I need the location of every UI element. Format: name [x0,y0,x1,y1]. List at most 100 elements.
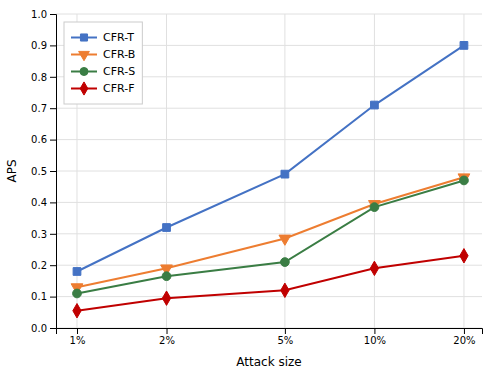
y-tick-mark [50,77,56,78]
y-tick-label: 0.5 [31,166,47,177]
grid-line [56,202,482,203]
point [460,42,468,50]
point [369,201,381,211]
series [71,174,470,294]
x-tick: 5% [277,328,293,346]
legend-label: CFR-T [103,31,134,44]
y-tick-mark [50,140,56,141]
y-tick-mark [50,265,56,266]
point [281,258,290,267]
point [371,101,379,109]
point [460,249,468,263]
legend-entry: CFR-T [71,31,134,44]
y-tick-label: 0.6 [31,134,47,145]
legend-symbol [80,82,88,95]
point [73,289,82,298]
axis-line [57,329,483,335]
grid-line [56,14,482,15]
y-tick: 0.9 [31,40,56,51]
grid-line [374,14,375,328]
y-tick: 1.0 [31,9,56,20]
y-tick-mark [50,328,56,329]
y-tick-label: 0.8 [31,72,47,83]
legend-label: CFR-F [103,82,135,95]
x-tick: 20% [453,328,475,346]
grid-line [56,233,482,234]
series-line [77,177,464,287]
point [163,224,171,232]
grid-line [56,296,482,297]
point [162,272,171,281]
legend-box [64,22,142,104]
point [73,268,81,276]
y-tick-mark [50,45,56,46]
x-axis-title: Attack size [236,355,301,369]
point [281,283,289,297]
series-line [77,256,464,311]
x-tick: 1% [70,328,86,346]
y-tick: 0.2 [31,260,56,271]
x-tick: 2% [159,328,175,346]
point [370,203,379,212]
grid-line [56,108,482,109]
y-tick: 0.1 [31,291,56,302]
plot: 1%2%5%10%20%0.00.10.20.30.40.50.60.70.80… [5,9,483,369]
y-tick-mark [50,234,56,235]
y-tick-mark [50,202,56,203]
legend: CFR-T CFR-B CFR-S CFR-F [64,22,142,104]
grid [56,14,482,328]
legend-symbol [80,34,87,41]
point [162,291,170,305]
y-tick-label: 0.0 [31,323,47,334]
y-tick-mark [50,108,56,109]
series-line [77,180,464,293]
x-tick-label: 1% [70,335,86,346]
point [460,176,469,185]
x-tick-label: 5% [277,335,293,346]
y-tick: 0.4 [31,197,56,208]
series [73,249,468,318]
x-tick-label: 2% [159,335,175,346]
x-tick-mark [374,328,375,334]
y-axis: 0.0 0.1 0.2 0.3 0.4 0.5 0.6 0.7 0.8 0.9 1.0 [31,9,56,334]
series [73,42,468,276]
x-axis: 1% 2% 5% 10% 20% [57,328,483,346]
legend-label: CFR-B [103,48,135,61]
point [370,261,378,275]
series [73,176,469,298]
y-tick: 0.8 [31,72,56,83]
legend-entry: CFR-B [71,48,135,61]
x-tick-mark [77,328,78,334]
grid-line [56,171,482,172]
y-tick-label: 0.4 [31,197,47,208]
y-tick-mark [50,171,56,172]
x-tick-mark [167,328,168,334]
y-tick: 0.0 [31,323,56,334]
y-tick-label: 0.9 [31,40,47,51]
x-tick: 10% [364,328,386,346]
y-tick-label: 0.2 [31,260,47,271]
x-tick-mark [464,328,465,334]
axis-line [50,15,57,329]
y-tick-label: 0.1 [31,291,47,302]
y-tick: 0.7 [31,103,56,114]
y-tick: 0.3 [31,229,56,240]
grid-line [463,14,464,328]
y-tick-label: 0.7 [31,103,47,114]
point [281,170,289,178]
y-tick: 0.5 [31,166,56,177]
y-tick-label: 1.0 [31,9,47,20]
legend-entry: CFR-S [71,65,135,78]
y-axis-title: APS [5,159,19,182]
point [73,304,81,318]
point [279,235,291,245]
point [458,174,470,184]
x-tick-label: 10% [364,335,386,346]
legend-entry: CFR-F [71,82,135,95]
y-tick-label: 0.3 [31,229,47,240]
x-tick-label: 20% [453,335,475,346]
chart: 1%2%5%10%20%0.00.10.20.30.40.50.60.70.80… [0,0,500,374]
y-tick-mark [50,14,56,15]
y-tick-mark [50,297,56,298]
legend-symbol [79,51,90,60]
